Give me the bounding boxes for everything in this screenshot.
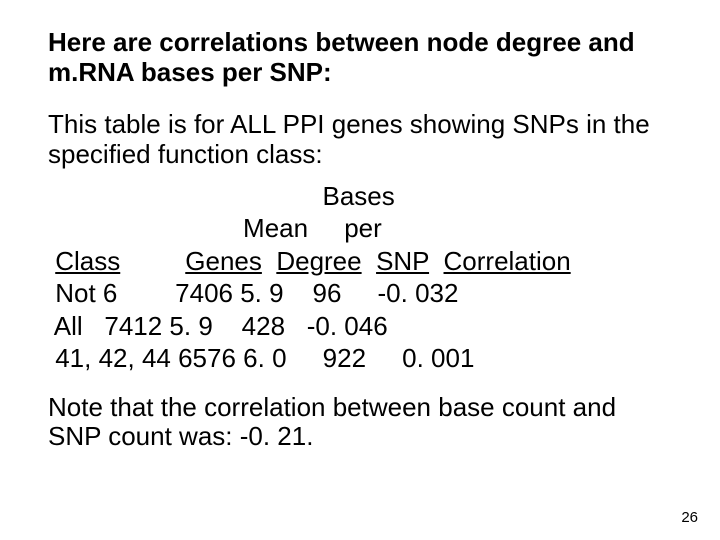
col-genes: Genes	[185, 246, 262, 276]
table-row: 41, 42, 44 6576 6. 0 922 0. 001	[48, 343, 474, 373]
slide: Here are correlations between node degre…	[0, 0, 720, 540]
table-row: All 7412 5. 9 428 -0. 046	[48, 311, 388, 341]
col-class: Class	[55, 246, 120, 276]
table-row: Not 6 7406 5. 9 96 -0. 032	[48, 278, 458, 308]
col-correlation: Correlation	[444, 246, 571, 276]
page-number: 26	[681, 509, 698, 526]
intro-text: This table is for ALL PPI genes showing …	[48, 110, 672, 170]
col-snp: SNP	[376, 246, 429, 276]
footnote: Note that the correlation between base c…	[48, 393, 672, 453]
table-header-line-1: Mean per	[48, 213, 382, 243]
table-header-line-0: Bases	[48, 181, 395, 211]
col-degree: Degree	[276, 246, 361, 276]
correlation-table: Bases Mean per Class Genes Degree SNP Co…	[48, 180, 672, 375]
slide-title: Here are correlations between node degre…	[48, 28, 672, 88]
